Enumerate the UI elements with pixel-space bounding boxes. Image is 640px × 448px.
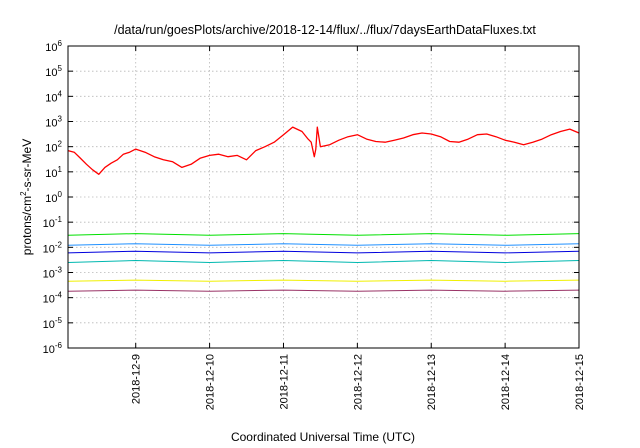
x-tick-label: 2018-12-10 [205,354,217,410]
x-tick-labels: 2018-12-9 2018-12-10 2018-12-11 2018-12-12 2… [131,354,586,410]
x-axis-label: Coordinated Universal Time (UTC) [231,430,415,444]
y-tick-label: 101 [45,165,62,180]
y-tick-label: 10-6 [43,341,63,356]
y-tick-label: 10-2 [43,240,63,255]
x-tick-label: 2018-12-12 [352,354,364,410]
y-tick-label: 10-3 [43,266,63,281]
x-tick-label: 2018-12-15 [574,354,586,410]
y-tick-label: 100 [45,190,62,205]
series-line-1 [67,126,580,175]
y-tick-label: 102 [45,140,62,155]
series-line-2 [67,233,580,236]
ticks [68,45,580,349]
y-tick-label: 106 [45,39,62,54]
y-axis-label: protons/cm2-s-sr-MeV [19,139,34,255]
y-tick-label: 10-4 [43,291,63,306]
y-tick-label: 10-5 [43,316,63,331]
y-tick-label: 104 [45,89,62,104]
series-line-5 [67,250,580,254]
x-tick-label: 2018-12-9 [131,354,143,404]
series-line-3 [67,260,580,263]
series-line-6 [67,279,580,282]
series-layer [67,126,580,292]
series-line-4 [67,243,580,246]
chart-title: /data/run/goesPlots/archive/2018-12-14/f… [114,23,536,37]
x-tick-label: 2018-12-11 [278,354,290,409]
y-tick-label: 105 [45,64,62,79]
x-tick-label: 2018-12-13 [426,354,438,410]
series-line-7 [67,289,580,292]
y-tick-label: 103 [45,115,62,130]
x-tick-label: 2018-12-14 [500,354,512,410]
y-tick-labels: 10-6 10-5 10-4 10-3 10-2 10-1 100 101 102 103 104 1… [43,39,63,356]
y-tick-label: 10-1 [43,215,63,230]
grid [68,46,579,348]
